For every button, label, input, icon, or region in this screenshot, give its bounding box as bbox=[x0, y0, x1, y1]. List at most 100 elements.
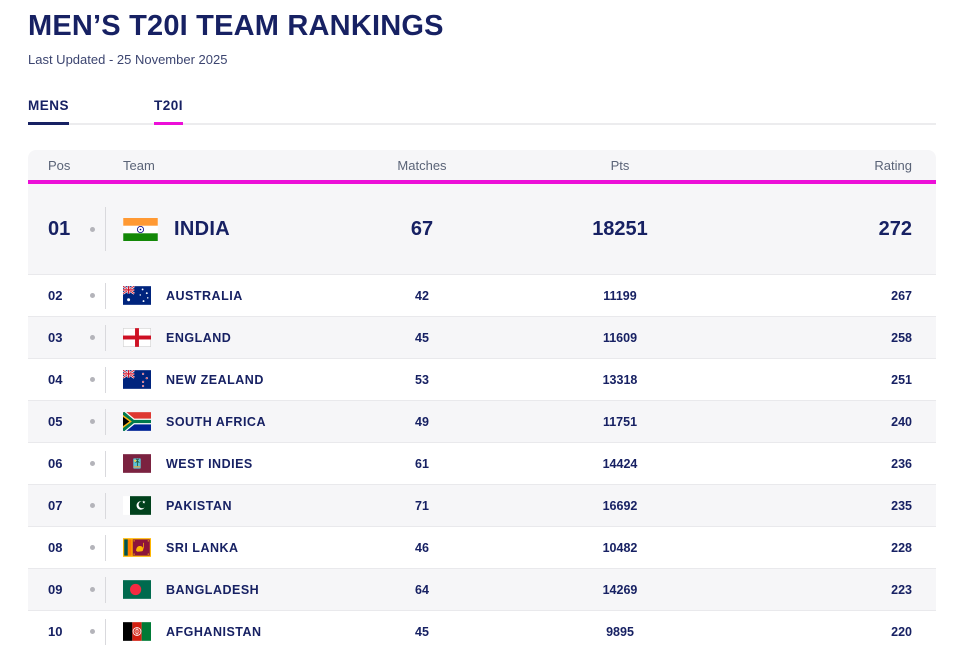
matches-value: 61 bbox=[415, 456, 429, 471]
trend-dot-icon bbox=[90, 419, 95, 424]
position-number: 07 bbox=[48, 498, 63, 513]
team-name: AUSTRALIA bbox=[166, 288, 243, 303]
tab-t20i[interactable]: T20I bbox=[154, 98, 184, 125]
team-name: BANGLADESH bbox=[166, 582, 260, 597]
table-header-row: Pos Team Matches Pts Rating bbox=[28, 150, 936, 180]
table-row[interactable]: 07 PAKISTAN 71 16692 235 bbox=[28, 484, 936, 526]
rankings-table: Pos Team Matches Pts Rating 01 INDIA 67 … bbox=[28, 150, 936, 652]
pos-cell: 02 bbox=[48, 288, 105, 303]
divider bbox=[105, 366, 106, 393]
pts-value: 13318 bbox=[602, 372, 638, 387]
header-accent-line bbox=[28, 180, 936, 184]
pts-value: 11751 bbox=[602, 414, 638, 429]
pts-value: 14269 bbox=[602, 582, 638, 597]
table-row[interactable]: 04 NEW ZEALAND 53 13318 251 bbox=[28, 358, 936, 400]
position-number: 08 bbox=[48, 540, 63, 555]
flag-india-icon bbox=[123, 217, 158, 241]
table-row[interactable]: 03 ENGLAND 45 11609 258 bbox=[28, 316, 936, 358]
divider bbox=[105, 492, 106, 519]
team-cell: PAKISTAN bbox=[106, 496, 352, 515]
rating-value: 223 bbox=[891, 582, 912, 597]
table-row[interactable]: 05 SOUTH AFRICA 49 11751 240 bbox=[28, 400, 936, 442]
position-number: 09 bbox=[48, 582, 63, 597]
trend-dot-icon bbox=[90, 503, 95, 508]
flag-west-indies-icon bbox=[123, 454, 151, 473]
flag-pakistan-icon bbox=[123, 496, 151, 515]
pos-cell: 10 bbox=[48, 624, 105, 639]
pos-cell: 08 bbox=[48, 540, 105, 555]
table-row[interactable]: 08 SRI LANKA 46 10482 228 bbox=[28, 526, 936, 568]
position-number: 02 bbox=[48, 288, 63, 303]
pts-value: 11199 bbox=[603, 288, 637, 303]
pts-value: 16692 bbox=[602, 498, 638, 513]
trend-dot-icon bbox=[90, 226, 95, 232]
divider bbox=[105, 618, 106, 645]
pos-cell: 09 bbox=[48, 582, 105, 597]
tab-mens[interactable]: MENS bbox=[28, 98, 70, 125]
team-name: WEST INDIES bbox=[166, 456, 253, 471]
matches-value: 42 bbox=[415, 288, 429, 303]
trend-dot-icon bbox=[90, 545, 95, 550]
team-cell: NEW ZEALAND bbox=[106, 370, 352, 389]
page-title: MEN’S T20I TEAM RANKINGS bbox=[28, 10, 444, 42]
rating-value: 235 bbox=[891, 498, 912, 513]
col-header-rating: Rating bbox=[874, 157, 912, 173]
team-cell: SRI LANKA bbox=[106, 538, 352, 557]
table-row[interactable]: 09 BANGLADESH 64 14269 223 bbox=[28, 568, 936, 610]
pos-cell: 05 bbox=[48, 414, 105, 429]
matches-value: 71 bbox=[415, 498, 429, 513]
team-name: PAKISTAN bbox=[166, 498, 233, 513]
team-cell: AUSTRALIA bbox=[106, 286, 352, 305]
table-row[interactable]: 01 INDIA 67 18251 272 bbox=[28, 184, 936, 274]
col-header-pos: Pos bbox=[48, 157, 71, 173]
pts-value: 14424 bbox=[602, 456, 638, 471]
last-updated-text: Last Updated - 25 November 2025 bbox=[28, 52, 228, 67]
trend-dot-icon bbox=[90, 587, 95, 592]
flag-south-africa-icon bbox=[123, 412, 151, 431]
pos-cell: 01 bbox=[48, 218, 105, 241]
divider bbox=[105, 534, 106, 561]
team-name: SOUTH AFRICA bbox=[166, 414, 266, 429]
pos-cell: 04 bbox=[48, 372, 105, 387]
team-cell: SOUTH AFRICA bbox=[106, 412, 352, 431]
rating-value: 240 bbox=[891, 414, 912, 429]
rating-value: 267 bbox=[891, 288, 912, 303]
table-row[interactable]: 06 WEST INDIES 61 14424 236 bbox=[28, 442, 936, 484]
trend-dot-icon bbox=[90, 461, 95, 466]
position-number: 06 bbox=[48, 456, 63, 471]
divider bbox=[105, 282, 106, 309]
team-cell: INDIA bbox=[106, 217, 352, 241]
flag-bangladesh-icon bbox=[123, 580, 151, 599]
flag-australia-icon bbox=[123, 286, 151, 305]
matches-value: 45 bbox=[415, 330, 429, 345]
position-number: 03 bbox=[48, 330, 63, 345]
trend-dot-icon bbox=[90, 377, 95, 382]
col-header-pts: Pts bbox=[610, 157, 630, 173]
pos-cell: 03 bbox=[48, 330, 105, 345]
pts-value: 11609 bbox=[602, 330, 638, 345]
position-number: 04 bbox=[48, 372, 63, 387]
team-cell: ENGLAND bbox=[106, 328, 352, 347]
trend-dot-icon bbox=[90, 293, 95, 298]
rating-value: 272 bbox=[878, 217, 912, 240]
team-name: INDIA bbox=[174, 217, 230, 240]
divider bbox=[105, 450, 106, 477]
table-body: 01 INDIA 67 18251 272 02 AUSTRALIA 42 11… bbox=[28, 184, 936, 652]
pts-value: 10482 bbox=[602, 540, 638, 555]
position-number: 10 bbox=[48, 624, 63, 639]
team-name: NEW ZEALAND bbox=[166, 372, 264, 387]
rating-value: 251 bbox=[891, 372, 912, 387]
table-row[interactable]: 10 AFGHANISTAN 45 9895 220 bbox=[28, 610, 936, 652]
team-name: ENGLAND bbox=[166, 330, 232, 345]
divider bbox=[105, 324, 106, 351]
pos-cell: 06 bbox=[48, 456, 105, 471]
team-name: AFGHANISTAN bbox=[166, 624, 262, 639]
divider bbox=[105, 576, 106, 603]
matches-value: 46 bbox=[415, 540, 429, 555]
matches-value: 53 bbox=[415, 372, 429, 387]
table-row[interactable]: 02 AUSTRALIA 42 11199 267 bbox=[28, 274, 936, 316]
pts-value: 9895 bbox=[606, 624, 634, 639]
divider bbox=[105, 408, 106, 435]
filter-tabs: MENS T20I bbox=[28, 98, 936, 125]
